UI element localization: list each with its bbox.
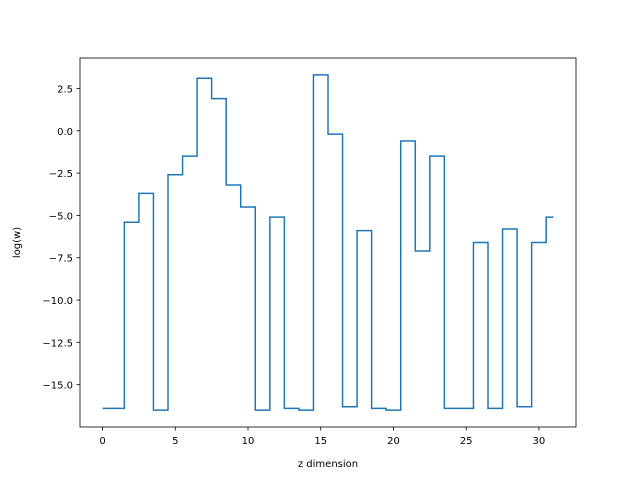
series-layer <box>102 74 554 411</box>
x-tick-label: 5 <box>172 436 178 447</box>
x-tick-label: 25 <box>460 436 473 447</box>
y-tick-label: −2.5 <box>49 169 73 180</box>
x-axis: 0 5 10 15 20 25 30 <box>99 427 545 447</box>
plot-frame <box>79 57 577 428</box>
x-tick-label: 15 <box>314 436 327 447</box>
x-tick-label: 10 <box>242 436 255 447</box>
x-axis-label: z dimension <box>298 459 358 470</box>
x-tick-label: 0 <box>99 436 105 447</box>
series-line-0 <box>102 74 554 411</box>
y-tick-label: −5.0 <box>49 211 73 222</box>
y-tick-label: −15.0 <box>42 381 73 392</box>
y-tick-label: −7.5 <box>49 254 73 265</box>
y-tick-label: 2.5 <box>57 84 73 95</box>
y-axis-label: log(w) <box>12 227 23 258</box>
y-tick-label: 0.0 <box>57 127 73 138</box>
y-axis: 2.5 0.0 −2.5 −5.0 −7.5 −10.0 −12.5 −15.0 <box>42 84 80 392</box>
x-tick-label: 20 <box>387 436 400 447</box>
y-tick-label: −12.5 <box>42 338 73 349</box>
x-tick-label: 30 <box>533 436 546 447</box>
y-tick-label: −10.0 <box>42 296 73 307</box>
